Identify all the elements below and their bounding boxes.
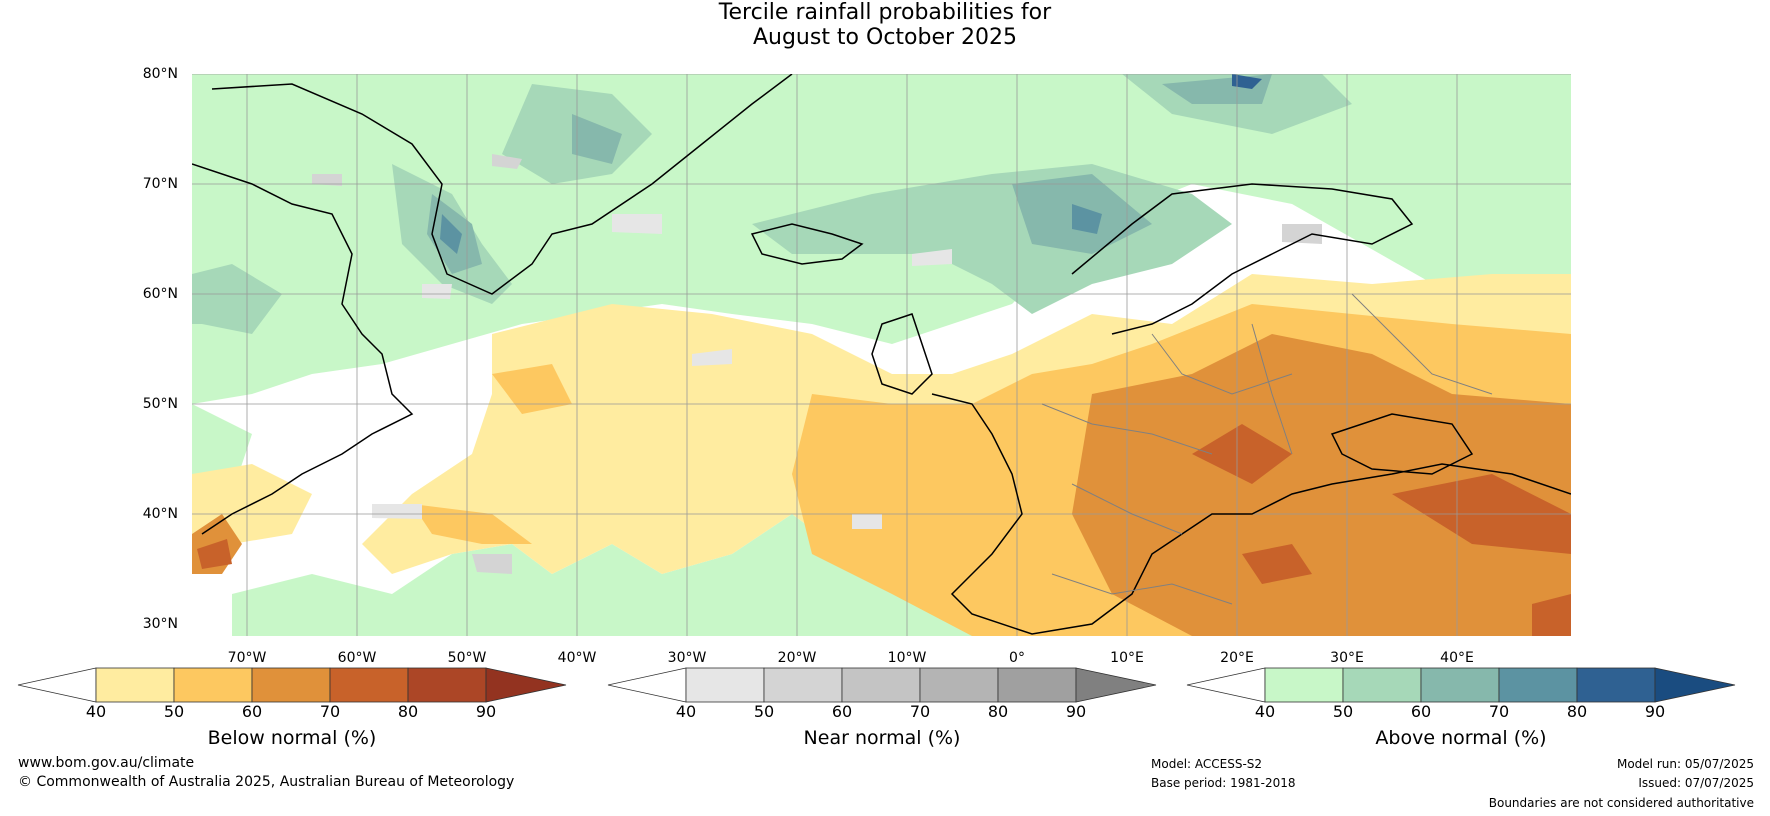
cb-above-seg-0 [1186, 667, 1266, 703]
lon-label-10e: 10°E [1110, 650, 1144, 666]
below-normal-shading [192, 274, 1571, 636]
lon-label-30w: 30°W [667, 650, 707, 666]
black-sea-coast [1330, 413, 1474, 475]
boundaries-disclaimer: Boundaries are not considered authoritat… [1488, 796, 1754, 810]
cb-below-seg-3 [251, 667, 331, 703]
cb-below-tick-50: 50 [163, 702, 185, 721]
cb-near-seg-0 [607, 667, 687, 703]
cb-below-tick-80: 80 [397, 702, 419, 721]
canada-coast [192, 163, 414, 535]
map-title: Tercile rainfall probabilities for Augus… [0, 0, 1770, 50]
lat-label-30n: 30°N [142, 616, 178, 632]
colorbar-near-normal [607, 667, 1157, 703]
cb-above-seg-6 [1654, 667, 1736, 703]
cb-above-tick-90: 90 [1644, 702, 1666, 721]
cb-above-tick-80: 80 [1566, 702, 1588, 721]
british-isles-coast [871, 313, 933, 395]
graticule [192, 74, 1571, 636]
cb-above-tick-40: 40 [1254, 702, 1276, 721]
cb-above-tick-60: 60 [1410, 702, 1432, 721]
lat-label-70n: 70°N [142, 176, 178, 192]
cb-below-seg-6 [485, 667, 567, 703]
above-normal-shading [192, 74, 1571, 636]
copyright-text: © Commonwealth of Australia 2025, Austra… [18, 774, 515, 790]
europe-coast [931, 393, 1571, 635]
cb-above-seg-5 [1576, 667, 1656, 703]
cb-near-title: Near normal (%) [803, 727, 961, 749]
cb-below-tick-40: 40 [85, 702, 107, 721]
lon-label-40e: 40°E [1440, 650, 1474, 666]
lat-label-50n: 50°N [142, 396, 178, 412]
cb-near-seg-4 [919, 667, 999, 703]
cb-below-seg-0 [17, 667, 97, 703]
cb-near-tick-80: 80 [987, 702, 1009, 721]
cb-near-tick-50: 50 [753, 702, 775, 721]
cb-below-tick-90: 90 [475, 702, 497, 721]
scandinavia-coast [1071, 183, 1414, 335]
cb-near-seg-2 [763, 667, 843, 703]
lon-label-30e: 30°E [1330, 650, 1364, 666]
website-link[interactable]: www.bom.gov.au/climate [18, 755, 195, 771]
colorbar-below-normal [17, 667, 567, 703]
lon-label-70w: 70°W [227, 650, 267, 666]
lon-label-50w: 50°W [447, 650, 487, 666]
rainfall-probability-map [192, 74, 1571, 636]
cb-above-seg-2 [1342, 667, 1422, 703]
model-name: Model: ACCESS-S2 [1151, 757, 1263, 771]
cb-near-tick-60: 60 [831, 702, 853, 721]
cb-near-seg-5 [997, 667, 1077, 703]
lon-label-20e: 20°E [1220, 650, 1254, 666]
lat-label-60n: 60°N [142, 286, 178, 302]
base-period: Base period: 1981-2018 [1151, 776, 1296, 790]
cb-below-seg-4 [329, 667, 409, 703]
iceland-coast [750, 223, 864, 265]
cb-below-seg-1 [95, 667, 175, 703]
cb-near-tick-40: 40 [675, 702, 697, 721]
lat-label-80n: 80°N [142, 66, 178, 82]
near-normal-shading [312, 154, 1322, 574]
cb-above-tick-70: 70 [1488, 702, 1510, 721]
coastlines [192, 74, 1571, 635]
cb-near-tick-90: 90 [1065, 702, 1087, 721]
cb-near-seg-1 [685, 667, 765, 703]
colorbar-above-svg [1186, 667, 1736, 703]
cb-above-seg-1 [1264, 667, 1344, 703]
lon-label-60w: 60°W [337, 650, 377, 666]
cb-above-seg-4 [1498, 667, 1578, 703]
title-line-2: August to October 2025 [752, 25, 1018, 50]
lon-label-40w: 40°W [557, 650, 597, 666]
map-canvas [192, 74, 1571, 636]
greenland-coast [211, 74, 793, 295]
colorbar-above-normal [1186, 667, 1736, 703]
colorbar-near-svg [607, 667, 1157, 703]
lat-label-40n: 40°N [142, 506, 178, 522]
cb-below-tick-70: 70 [319, 702, 341, 721]
cb-below-tick-60: 60 [241, 702, 263, 721]
cb-above-title: Above normal (%) [1375, 727, 1547, 749]
lon-label-0: 0° [1009, 650, 1025, 666]
cb-near-tick-70: 70 [909, 702, 931, 721]
issued-date: Issued: 07/07/2025 [1638, 776, 1754, 790]
country-borders [1041, 293, 1493, 605]
cb-near-seg-6 [1075, 667, 1157, 703]
cb-below-seg-5 [407, 667, 487, 703]
model-run-date: Model run: 05/07/2025 [1616, 757, 1754, 771]
cb-above-tick-50: 50 [1332, 702, 1354, 721]
colorbar-below-svg [17, 667, 567, 703]
cb-below-title: Below normal (%) [207, 727, 377, 749]
cb-near-seg-3 [841, 667, 921, 703]
cb-below-seg-2 [173, 667, 253, 703]
cb-above-seg-3 [1420, 667, 1500, 703]
title-line-1: Tercile rainfall probabilities for [718, 0, 1052, 25]
lon-label-10w: 10°W [887, 650, 927, 666]
lon-label-20w: 20°W [777, 650, 817, 666]
